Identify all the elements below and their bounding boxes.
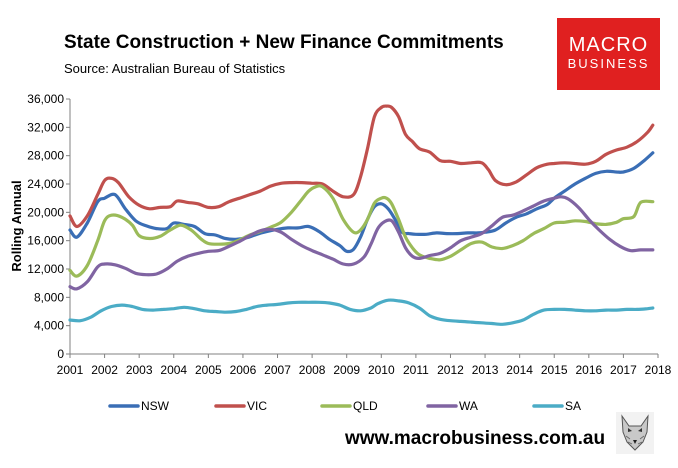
y-tick-label: 28,000 (27, 149, 64, 163)
y-ticks: 0 4,000 8,000 12,000 16,000 20,000 24,000 28,00… (27, 92, 70, 361)
x-tick-label: 2017 (610, 363, 637, 377)
y-tick-label: 36,000 (27, 92, 64, 106)
y-axis-label: Rolling Annual (9, 180, 24, 271)
x-tick-label: 2007 (264, 363, 291, 377)
x-tick-label: 2009 (333, 363, 360, 377)
series-lines (68, 104, 655, 326)
x-tick-label: 2018 (645, 363, 672, 377)
x-tick-label: 2012 (437, 363, 464, 377)
y-tick-label: 4,000 (34, 319, 64, 333)
y-tick-label: 32,000 (27, 120, 64, 134)
legend-label-nsw: NSW (141, 399, 170, 413)
x-tick-label: 2014 (506, 363, 533, 377)
x-tick-label: 2006 (230, 363, 257, 377)
x-tick-label: 2010 (368, 363, 395, 377)
y-tick-label: 20,000 (27, 205, 64, 219)
legend-label-vic: VIC (247, 399, 267, 413)
y-tick-label: 24,000 (27, 177, 64, 191)
wolf-icon (616, 412, 654, 454)
chart-title: State Construction + New Finance Commitm… (64, 32, 504, 53)
logo-line-1: MACRO (568, 34, 649, 56)
website-url: www.macrobusiness.com.au (345, 428, 606, 449)
x-tick-label: 2002 (91, 363, 118, 377)
series-line-wa (68, 195, 655, 291)
y-tick-label: 16,000 (27, 234, 64, 248)
x-tick-label: 2016 (575, 363, 602, 377)
y-tick-label: 8,000 (34, 290, 64, 304)
x-ticks: 2001 2002 2003 2004 2005 2006 2007 2008 2009 2010… (57, 354, 672, 377)
series-line-vic (68, 104, 655, 229)
series-line-sa (68, 298, 655, 326)
logo-line-2: BUSINESS (567, 56, 650, 71)
chart-subtitle: Source: Australian Bureau of Statistics (64, 61, 286, 76)
legend-label-wa: WA (459, 399, 478, 413)
y-tick-label: 12,000 (27, 262, 64, 276)
x-tick-label: 2005 (195, 363, 222, 377)
x-tick-label: 2013 (472, 363, 499, 377)
legend-label-sa: SA (565, 399, 581, 413)
legend-label-qld: QLD (353, 399, 378, 413)
x-tick-label: 2008 (299, 363, 326, 377)
x-tick-label: 2003 (126, 363, 153, 377)
y-tick-label: 0 (57, 347, 64, 361)
macrobusiness-logo: MACRO BUSINESS (557, 18, 660, 90)
series-line-qld (68, 184, 655, 278)
x-tick-label: 2001 (57, 363, 84, 377)
x-tick-label: 2011 (403, 363, 429, 377)
legend: NSW VIC QLD WA SA (108, 399, 581, 413)
x-tick-label: 2004 (160, 363, 187, 377)
x-tick-label: 2015 (541, 363, 568, 377)
